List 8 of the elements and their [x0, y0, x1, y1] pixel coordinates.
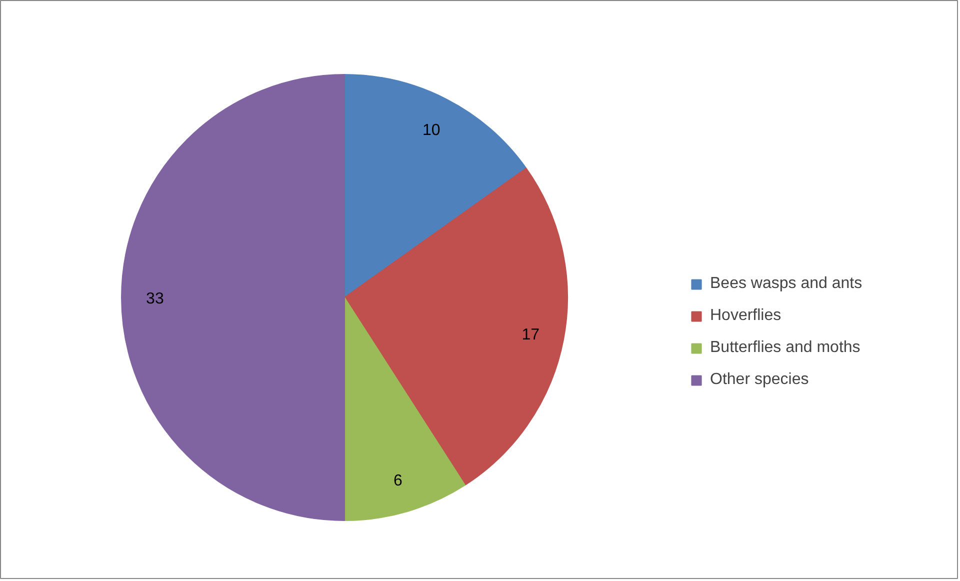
data-label: 33	[146, 290, 164, 308]
legend-label: Hoverflies	[710, 307, 782, 325]
legend-label: Other species	[710, 371, 809, 389]
data-label: 6	[393, 472, 402, 490]
legend-label: Butterflies and moths	[710, 339, 860, 357]
data-label: 17	[522, 326, 540, 344]
data-label: 10	[422, 122, 440, 140]
legend-label: Bees wasps and ants	[710, 275, 862, 293]
